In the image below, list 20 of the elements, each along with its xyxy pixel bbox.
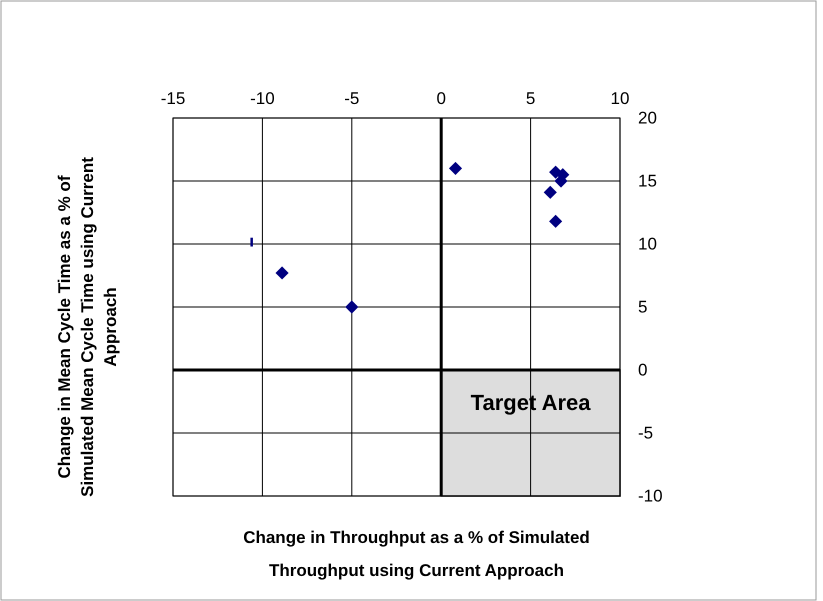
y-tick-label: 5	[638, 298, 648, 316]
x-tick-label: -15	[160, 89, 186, 108]
x-tick-label: 10	[610, 89, 630, 108]
x-tick-label: -5	[344, 89, 360, 108]
y-tick-label: -5	[638, 424, 654, 442]
y-tick-label: 10	[638, 234, 657, 254]
point	[448, 162, 462, 175]
x-tick-label: 0	[436, 89, 446, 108]
point	[345, 300, 358, 314]
y-tick-label: 20	[638, 108, 657, 128]
x-tick-label: 5	[526, 89, 536, 108]
y-tick-label: -10	[638, 486, 663, 506]
y-axis-title: Change in Mean Cycle Time as a % of Simulated Mean Cycle Time using Current Approach	[55, 156, 120, 497]
y-tick-label: 15	[638, 172, 657, 190]
point	[544, 186, 557, 199]
point	[276, 266, 289, 280]
y-tick-label: 0	[638, 360, 648, 380]
x-axis-title: Change in Throughput as a % of Simulated Throughput using Current Approach	[243, 528, 590, 580]
x-tick-label: -10	[250, 89, 275, 108]
point	[549, 214, 562, 228]
